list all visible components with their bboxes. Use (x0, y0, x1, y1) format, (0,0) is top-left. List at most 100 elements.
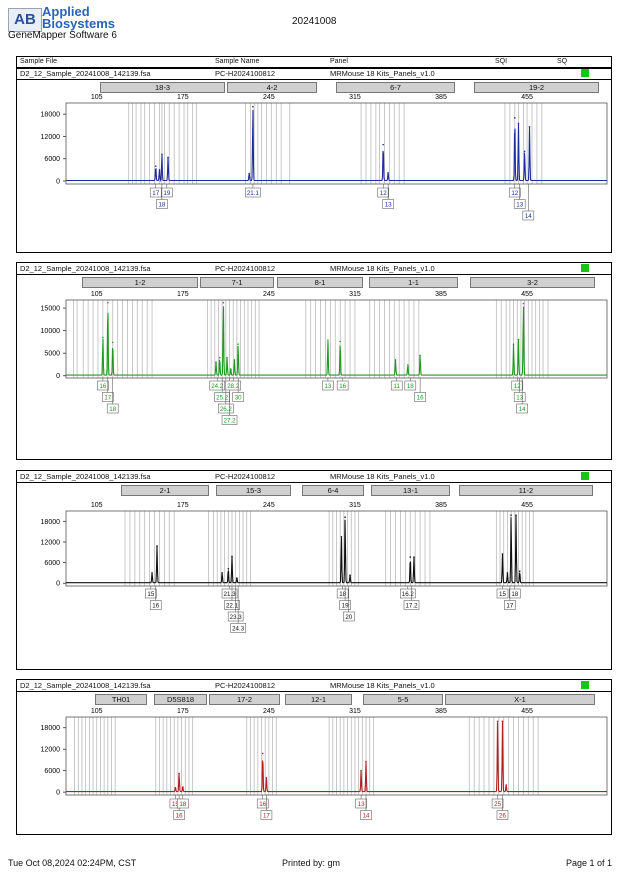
allele-call-box[interactable] (177, 798, 189, 809)
marker-11-2[interactable]: 11-2 (459, 485, 593, 496)
allele-call-box[interactable] (508, 187, 521, 198)
peak-point[interactable] (221, 572, 223, 574)
marker-15-3[interactable]: 15-3 (216, 485, 291, 496)
allele-call-box[interactable] (513, 392, 526, 402)
peak-point[interactable] (226, 356, 228, 359)
peak-point[interactable] (515, 514, 517, 516)
peak-point[interactable] (394, 359, 397, 361)
marker-th01[interactable]: TH01 (95, 694, 147, 705)
allele-call-box[interactable] (496, 588, 509, 599)
allele-call-box[interactable] (491, 798, 504, 809)
allele-call-box[interactable] (97, 380, 109, 391)
allele-call-box[interactable] (414, 392, 426, 402)
allele-call-box[interactable] (156, 199, 168, 209)
marker-19-2[interactable]: 19-2 (474, 82, 599, 93)
marker-13-1[interactable]: 13-1 (371, 485, 450, 496)
allele-call-box[interactable] (382, 199, 394, 209)
allele-call-box[interactable] (221, 588, 238, 599)
peak-point[interactable] (161, 153, 163, 156)
peak-point[interactable] (409, 556, 412, 558)
peak-point[interactable] (517, 338, 520, 341)
marker-5-5[interactable]: 5-5 (363, 694, 443, 705)
allele-call-box[interactable] (224, 600, 240, 610)
allele-call-box[interactable] (161, 187, 173, 198)
allele-call-box[interactable] (256, 798, 269, 809)
allele-call-box[interactable] (209, 380, 226, 391)
marker-6-4[interactable]: 6-4 (302, 485, 364, 496)
peak-point[interactable] (518, 570, 521, 573)
peak-point[interactable] (339, 340, 341, 343)
peak-point[interactable] (111, 341, 114, 344)
allele-call-box[interactable] (336, 380, 349, 391)
allele-call-box[interactable] (355, 798, 367, 809)
peak-point[interactable] (151, 572, 153, 574)
allele-call-box[interactable] (145, 588, 157, 599)
allele-call-box[interactable] (511, 380, 524, 391)
peak-point[interactable] (158, 169, 161, 171)
peak-point[interactable] (154, 165, 157, 167)
peak-point[interactable] (261, 752, 264, 755)
peak-point[interactable] (252, 105, 254, 108)
peak-point[interactable] (512, 343, 515, 345)
marker-x-1[interactable]: X-1 (445, 694, 595, 705)
peak-point[interactable] (178, 772, 180, 775)
allele-call-box[interactable] (218, 403, 234, 414)
allele-call-box[interactable] (336, 588, 349, 599)
peak-point[interactable] (107, 301, 109, 304)
peak-point[interactable] (501, 720, 504, 723)
peak-point[interactable] (248, 172, 251, 175)
allele-call-box[interactable] (260, 810, 273, 820)
peak-point[interactable] (233, 359, 236, 361)
peak-point[interactable] (505, 784, 507, 786)
peak-point[interactable] (218, 356, 221, 359)
peak-point[interactable] (265, 777, 268, 779)
peak-point[interactable] (102, 336, 104, 339)
peak-point[interactable] (365, 760, 367, 763)
peak-point[interactable] (344, 516, 346, 518)
peak-point[interactable] (215, 361, 217, 364)
allele-call-box[interactable] (404, 380, 417, 391)
allele-call-box[interactable] (377, 187, 390, 198)
marker-18-3[interactable]: 18-3 (100, 82, 225, 93)
allele-call-box[interactable] (245, 187, 261, 198)
peak-point[interactable] (236, 577, 238, 579)
peak-point[interactable] (523, 150, 526, 153)
marker-4-2[interactable]: 4-2 (227, 82, 317, 93)
marker-1-1[interactable]: 1-1 (369, 277, 458, 288)
peak-point[interactable] (517, 122, 520, 125)
peak-point[interactable] (182, 786, 184, 788)
allele-call-box[interactable] (360, 810, 372, 820)
peak-point[interactable] (506, 572, 509, 574)
allele-call-box[interactable] (173, 810, 185, 820)
peak-point[interactable] (231, 555, 233, 558)
peak-point[interactable] (513, 117, 516, 119)
marker-12-1[interactable]: 12-1 (285, 694, 352, 705)
peak-point[interactable] (174, 787, 177, 789)
allele-call-box[interactable] (322, 380, 334, 391)
allele-call-box[interactable] (403, 600, 420, 610)
allele-call-box[interactable] (496, 810, 509, 820)
allele-call-box[interactable] (106, 403, 119, 414)
peak-point[interactable] (496, 720, 499, 723)
marker-2-1[interactable]: 2-1 (121, 485, 209, 496)
marker-7-1[interactable]: 7-1 (200, 277, 274, 288)
peak-point[interactable] (237, 343, 239, 345)
peak-point[interactable] (501, 553, 504, 555)
allele-call-box[interactable] (230, 623, 246, 633)
peak-point[interactable] (382, 143, 385, 146)
peak-point[interactable] (222, 301, 225, 304)
allele-call-box[interactable] (225, 380, 242, 391)
allele-call-box[interactable] (221, 415, 238, 425)
allele-call-box[interactable] (102, 392, 114, 402)
allele-call-box[interactable] (227, 611, 244, 622)
peak-point[interactable] (167, 156, 169, 159)
marker-3-2[interactable]: 3-2 (470, 277, 595, 288)
peak-point[interactable] (360, 769, 362, 772)
peak-point[interactable] (413, 556, 415, 558)
marker-6-7[interactable]: 6-7 (336, 82, 455, 93)
peak-point[interactable] (327, 339, 329, 341)
peak-point[interactable] (227, 567, 230, 570)
allele-call-box[interactable] (508, 588, 521, 599)
peak-point[interactable] (349, 574, 351, 577)
peak-point[interactable] (407, 364, 409, 366)
